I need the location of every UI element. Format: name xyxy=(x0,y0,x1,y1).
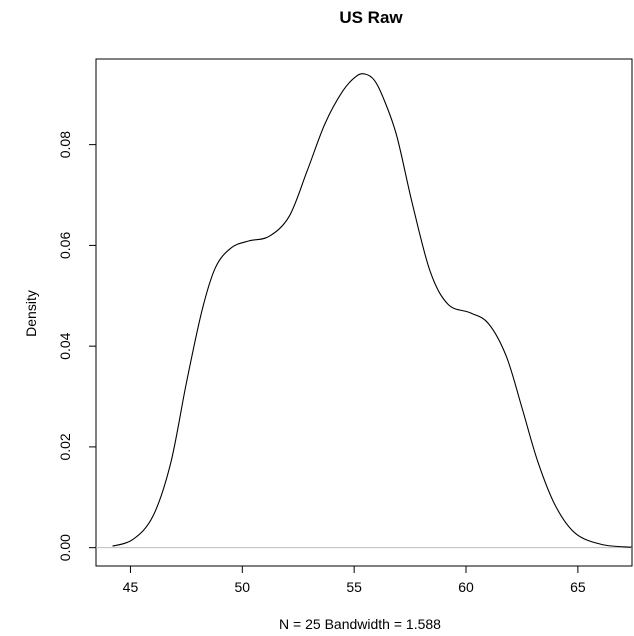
chart-title: US Raw xyxy=(339,8,403,27)
y-axis-label: Density xyxy=(23,290,39,337)
y-axis: 0.00 0.02 0.04 0.06 0.08 xyxy=(57,131,97,561)
y-tick-label-0.02: 0.02 xyxy=(57,433,73,460)
y-tick-label-0.00: 0.00 xyxy=(57,534,73,561)
x-axis-label: N = 25 Bandwidth = 1.588 xyxy=(279,616,441,632)
density-curve xyxy=(112,73,632,548)
x-tick-label-55: 55 xyxy=(346,579,362,595)
y-tick-label-0.04: 0.04 xyxy=(57,332,73,359)
x-tick-label-65: 65 xyxy=(570,579,586,595)
x-tick-label-45: 45 xyxy=(123,579,139,595)
x-tick-label-60: 60 xyxy=(458,579,474,595)
y-tick-label-0.08: 0.08 xyxy=(57,131,73,158)
y-tick-label-0.06: 0.06 xyxy=(57,232,73,259)
x-axis: 45 50 55 60 65 xyxy=(123,565,586,595)
x-tick-label-50: 50 xyxy=(235,579,251,595)
